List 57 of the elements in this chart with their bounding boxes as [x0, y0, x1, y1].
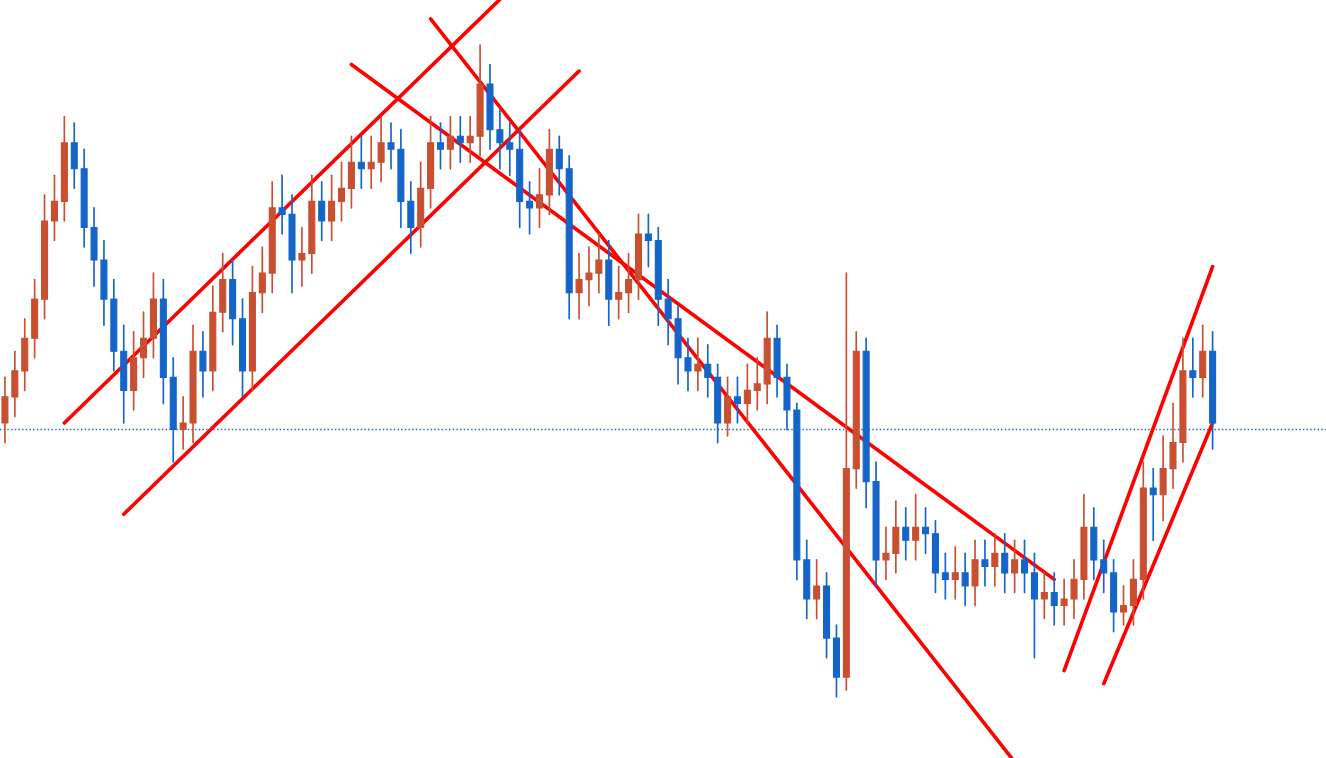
- candlestick: [664, 278, 672, 346]
- candlestick: [941, 552, 949, 600]
- candlestick: [991, 532, 999, 587]
- candlestick: [753, 356, 761, 411]
- candlestick: [585, 246, 593, 307]
- candlestick: [1119, 585, 1128, 626]
- candlestick: [743, 363, 751, 424]
- candlestick: [1149, 467, 1157, 542]
- candlestick: [595, 233, 603, 294]
- candlestick: [1011, 539, 1019, 594]
- candlestick: [328, 174, 336, 242]
- candlestick: [506, 122, 514, 177]
- candlestick: [1021, 539, 1029, 594]
- candlestick: [526, 181, 534, 235]
- candlestick: [922, 506, 930, 555]
- candlestick: [1189, 337, 1197, 398]
- candlestick: [625, 252, 633, 314]
- candlestick: [436, 122, 445, 170]
- candlestick: [704, 343, 712, 398]
- candlestick: [902, 506, 910, 561]
- candlestick: [961, 552, 969, 607]
- candlestick: [644, 213, 652, 268]
- candlestick: [1070, 559, 1078, 620]
- candlestick: [258, 246, 266, 314]
- candlestick: [813, 559, 821, 620]
- candlestick: [684, 337, 692, 392]
- candlestick: [337, 161, 346, 222]
- candlestick: [1050, 572, 1058, 626]
- candlestick: [357, 135, 365, 190]
- candlestick: [140, 311, 148, 379]
- candlestick: [377, 115, 385, 183]
- candlestick: [694, 337, 702, 392]
- candlestick: [199, 330, 207, 398]
- candlestick: [555, 135, 563, 196]
- candlestick: [50, 174, 58, 242]
- candlestick: [179, 396, 187, 450]
- candlestick: [446, 115, 454, 170]
- candlestick: [298, 226, 306, 287]
- candlestick: [1100, 539, 1108, 594]
- candlestick: [367, 135, 375, 190]
- candlestick: [496, 109, 504, 170]
- candlestick: [912, 493, 920, 561]
- candlestick: [278, 174, 286, 235]
- candlestick: [615, 265, 623, 320]
- candlestick: [535, 167, 544, 229]
- candlestick: [466, 115, 474, 164]
- candlestick: [1040, 572, 1048, 620]
- candlestick: [1060, 578, 1068, 626]
- candlestick: [951, 545, 959, 600]
- candlestick: [387, 122, 395, 170]
- candlestick: [456, 115, 464, 164]
- candlestick: [575, 252, 583, 320]
- candlestick: [733, 376, 741, 424]
- candlestick: [882, 526, 890, 581]
- candlestick: [318, 181, 326, 242]
- candlestick: [981, 539, 989, 587]
- candlestick: [1001, 532, 1009, 594]
